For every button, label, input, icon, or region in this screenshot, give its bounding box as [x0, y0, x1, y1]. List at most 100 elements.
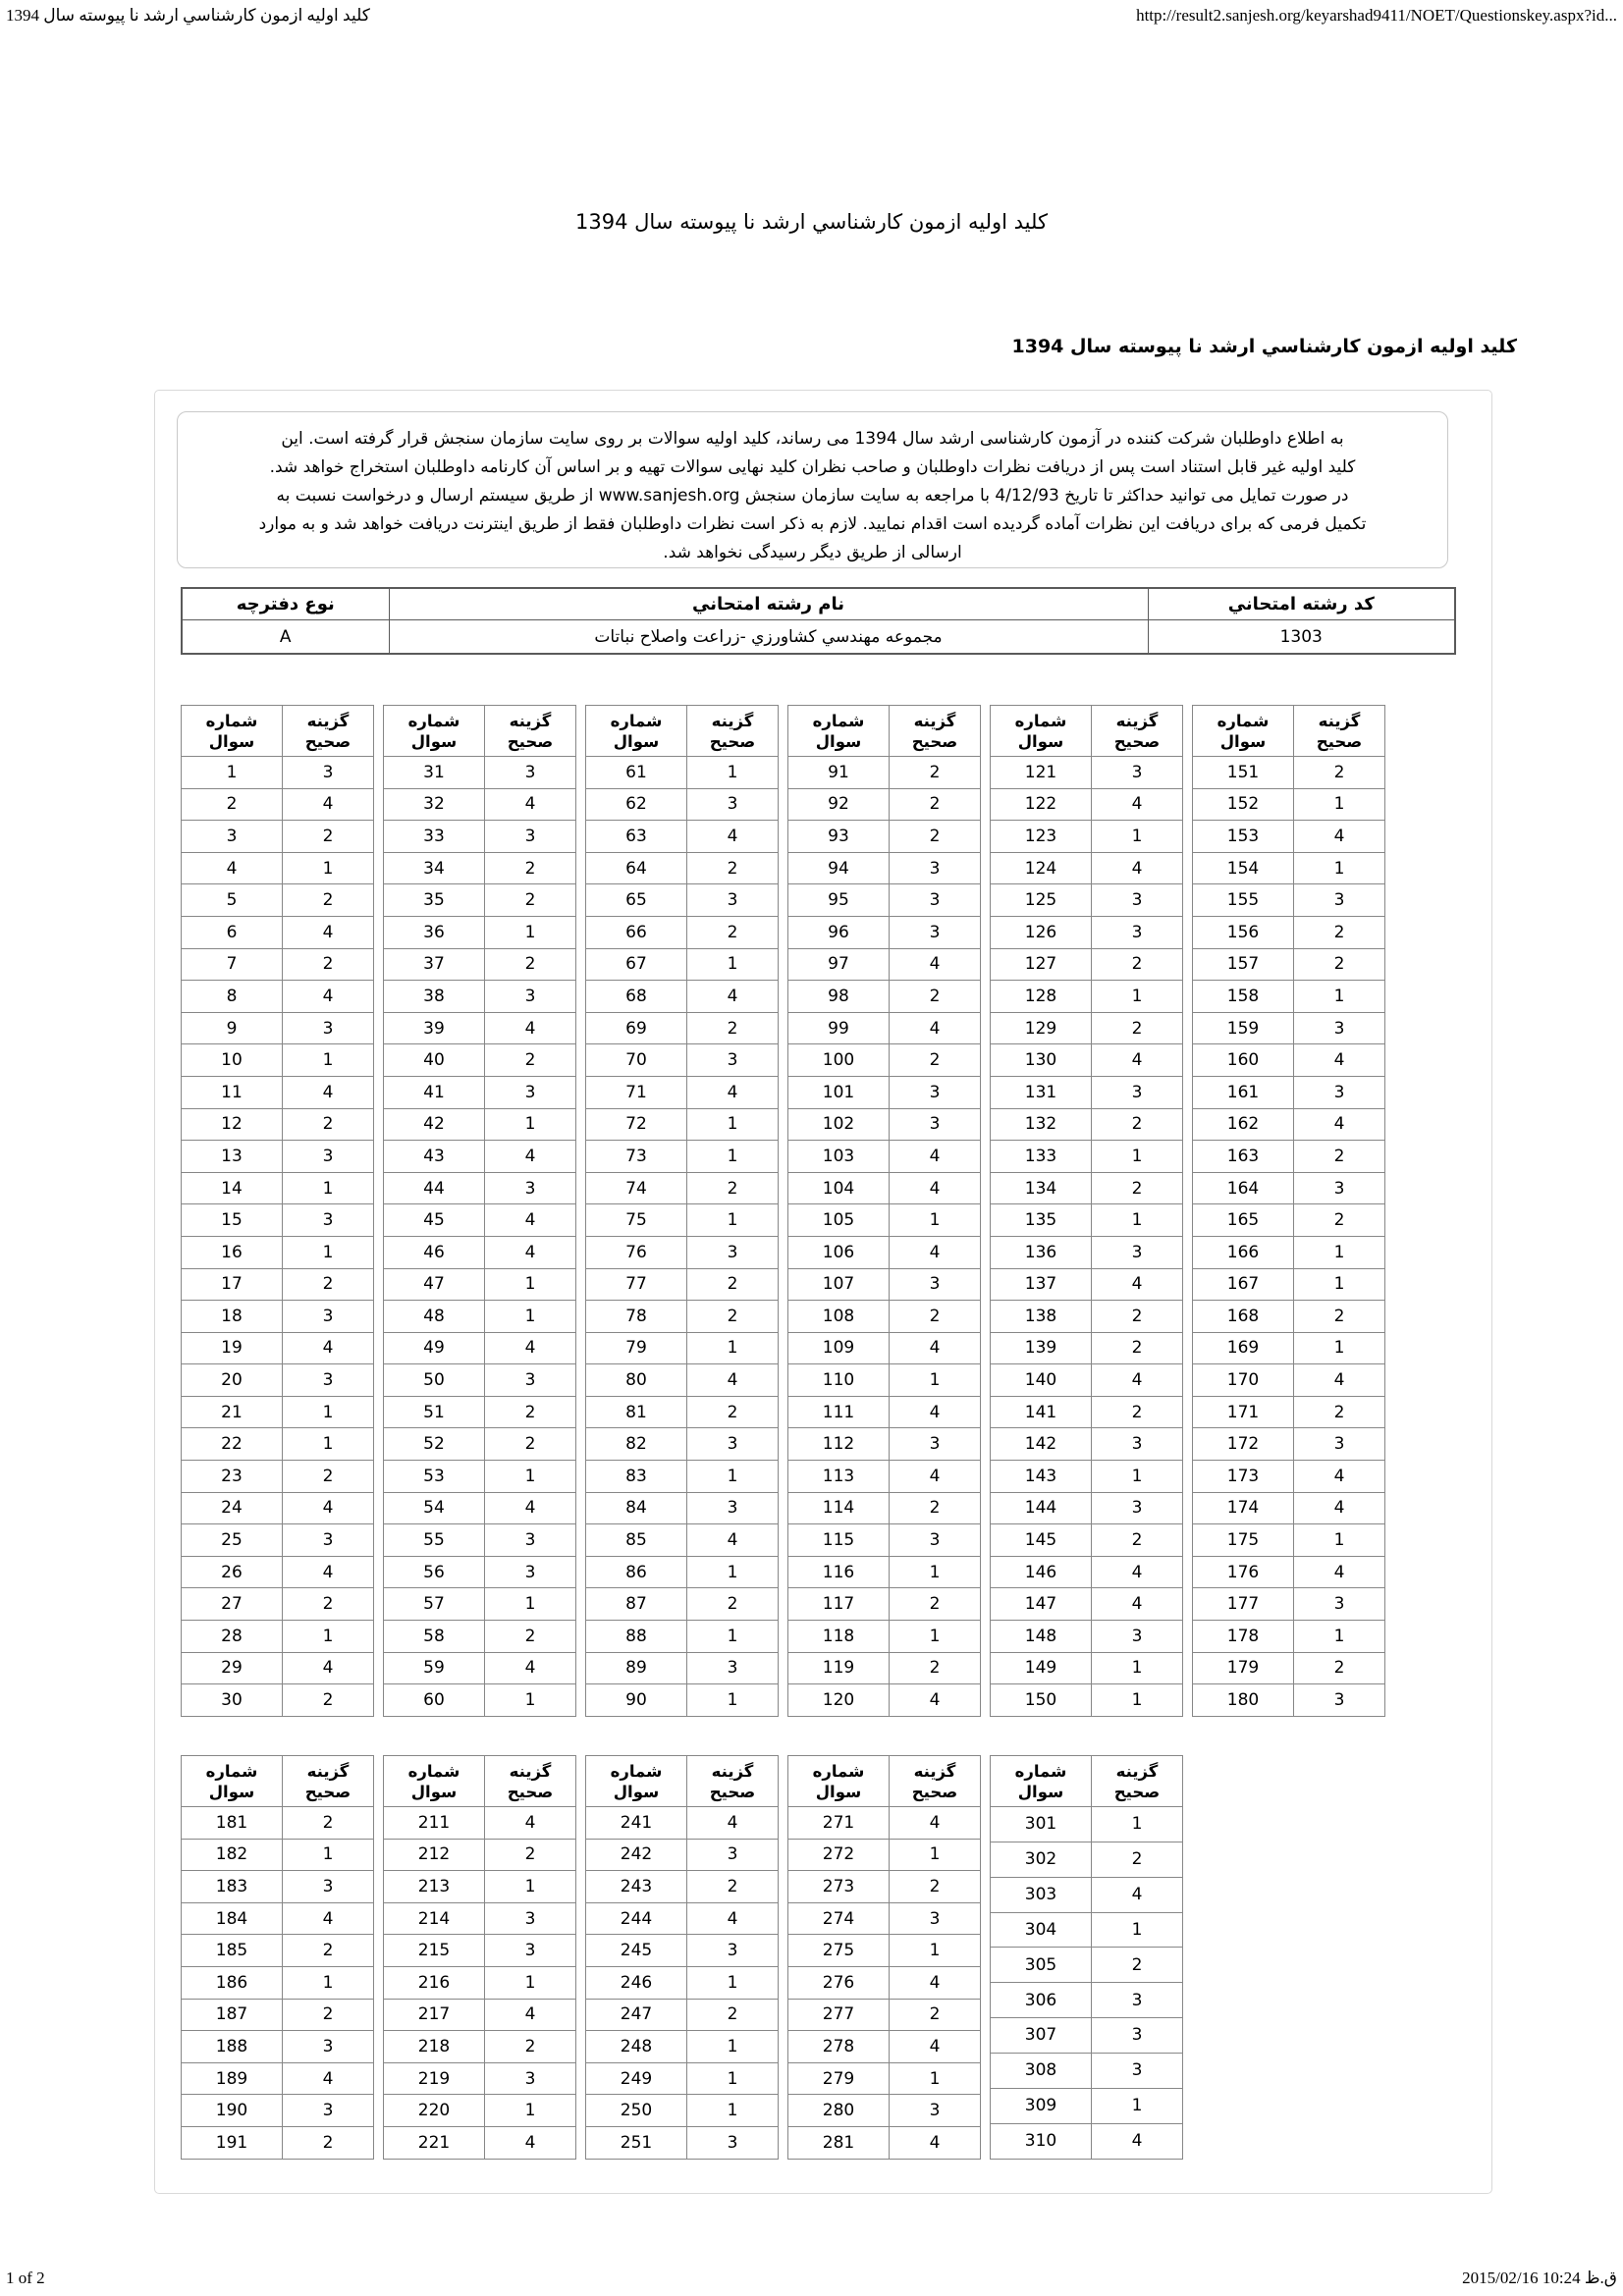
- question-number-cell: 152: [1192, 787, 1294, 822]
- correct-option-cell: 4: [889, 1140, 981, 1173]
- table-row: 161 3: [1192, 1075, 1385, 1109]
- question-number-cell: 28: [181, 1620, 283, 1653]
- question-number-header: شماره سوال: [1192, 705, 1294, 757]
- question-number-cell: 35: [383, 883, 485, 917]
- answer-table: شماره سوال گزینه صحیح 91 2 92 2 93 2 94 3 95 3 96 3 97…: [787, 705, 981, 1717]
- table-row: 127 2: [990, 947, 1183, 982]
- question-number-cell: 272: [787, 1838, 890, 1872]
- correct-option-cell: 1: [484, 1300, 576, 1333]
- table-row: 50 3: [383, 1363, 576, 1397]
- correct-option-cell: 2: [889, 1300, 981, 1333]
- question-number-cell: 132: [990, 1107, 1092, 1142]
- correct-option-cell: 2: [282, 2125, 374, 2160]
- table-row: 169 1: [1192, 1331, 1385, 1365]
- correct-option-cell: 2: [484, 1043, 576, 1077]
- correct-option-cell: 1: [282, 1043, 374, 1077]
- table-row: 137 4: [990, 1267, 1183, 1302]
- correct-option-cell: 1: [484, 2094, 576, 2127]
- table-row: 168 2: [1192, 1300, 1385, 1333]
- table-row: 69 2: [585, 1011, 779, 1045]
- correct-option-cell: 4: [889, 1011, 981, 1045]
- table-row: 160 4: [1192, 1043, 1385, 1077]
- correct-option-cell: 4: [1091, 851, 1183, 885]
- correct-option-cell: 3: [686, 1235, 779, 1269]
- table-row: 241 4: [585, 1806, 779, 1840]
- exam-info-header-row: کد رشته امتحاني نام رشته امتحاني نوع دفت…: [181, 587, 1456, 620]
- correct-option-cell: 1: [1091, 1460, 1183, 1493]
- correct-option-cell: 3: [889, 883, 981, 917]
- correct-option-cell: 4: [889, 1395, 981, 1429]
- question-number-cell: 279: [787, 2061, 890, 2096]
- question-number-cell: 55: [383, 1523, 485, 1557]
- correct-option-cell: 1: [686, 1620, 779, 1653]
- table-row: 116 1: [787, 1555, 981, 1589]
- question-number-cell: 153: [1192, 820, 1294, 853]
- correct-option-cell: 4: [1293, 1043, 1385, 1077]
- correct-option-cell: 3: [1091, 915, 1183, 949]
- table-row: 309 1: [990, 2087, 1183, 2124]
- table-row: 99 4: [787, 1011, 981, 1045]
- correct-option-cell: 4: [1293, 1363, 1385, 1397]
- correct-option-cell: 4: [1293, 1107, 1385, 1142]
- table-row: 183 3: [181, 1870, 374, 1903]
- answer-table: شماره سوال گزینه صحیح 241 4 242 3 243 2 244 4 245 3…: [585, 1755, 779, 2160]
- question-number-cell: 69: [585, 1011, 687, 1045]
- question-number-cell: 114: [787, 1491, 890, 1525]
- table-row: 176 4: [1192, 1555, 1385, 1589]
- correct-option-cell: 2: [889, 787, 981, 822]
- table-row: 279 1: [787, 2061, 981, 2096]
- correct-option-cell: 2: [1293, 915, 1385, 949]
- table-row: 246 1: [585, 1965, 779, 2000]
- table-row: 187 2: [181, 1998, 374, 2032]
- table-row: 217 4: [383, 1998, 576, 2032]
- question-number-cell: 2: [181, 787, 283, 822]
- question-number-cell: 216: [383, 1965, 485, 2000]
- question-number-cell: 176: [1192, 1555, 1294, 1589]
- table-row: 96 3: [787, 915, 981, 949]
- table-row: 56 3: [383, 1555, 576, 1589]
- table-row: 123 1: [990, 820, 1183, 853]
- table-row: 155 3: [1192, 883, 1385, 917]
- question-number-cell: 113: [787, 1460, 890, 1493]
- table-row: 106 4: [787, 1235, 981, 1269]
- correct-option-cell: 4: [1091, 1876, 1183, 1913]
- question-number-cell: 57: [383, 1587, 485, 1622]
- table-row: 113 4: [787, 1460, 981, 1493]
- table-row: 150 1: [990, 1683, 1183, 1717]
- correct-option-cell: 1: [1293, 1235, 1385, 1269]
- correct-option-cell: 4: [889, 2030, 981, 2063]
- correct-option-cell: 2: [686, 1587, 779, 1622]
- question-number-cell: 76: [585, 1235, 687, 1269]
- question-number-cell: 36: [383, 915, 485, 949]
- table-row: 71 4: [585, 1075, 779, 1109]
- question-number-cell: 145: [990, 1523, 1092, 1557]
- table-row: 36 1: [383, 915, 576, 949]
- question-number-cell: 39: [383, 1011, 485, 1045]
- notice-line: کلید اولیه غیر قابل استناد است پس از دری…: [269, 457, 1356, 477]
- answer-table-header-row: شماره سوال گزینه صحیح: [585, 1755, 779, 1807]
- print-header: کلید اولیه ازمون کارشناسي ارشد نا پیوسته…: [6, 6, 1617, 26]
- correct-option-cell: 4: [484, 1651, 576, 1685]
- question-number-cell: 134: [990, 1171, 1092, 1205]
- answer-table: شماره سوال گزینه صحیح 121 3 122 4 123 1 124 4 125 3…: [990, 705, 1183, 1717]
- correct-option-cell: 4: [889, 1806, 981, 1840]
- question-number-cell: 93: [787, 820, 890, 853]
- table-row: 98 2: [787, 980, 981, 1013]
- table-row: 108 2: [787, 1300, 981, 1333]
- table-row: 140 4: [990, 1363, 1183, 1397]
- correct-option-cell: 4: [1091, 1043, 1183, 1077]
- question-number-cell: 80: [585, 1363, 687, 1397]
- correct-option-cell: 3: [1091, 1427, 1183, 1462]
- question-number-cell: 81: [585, 1395, 687, 1429]
- question-number-cell: 74: [585, 1171, 687, 1205]
- question-number-cell: 62: [585, 787, 687, 822]
- question-number-cell: 138: [990, 1300, 1092, 1333]
- correct-option-cell: 2: [686, 1171, 779, 1205]
- table-row: 170 4: [1192, 1363, 1385, 1397]
- correct-option-cell: 3: [1091, 1620, 1183, 1653]
- correct-option-cell: 1: [1091, 1651, 1183, 1685]
- answer-table-header-row: شماره سوال گزینه صحیح: [181, 1755, 374, 1807]
- question-number-cell: 172: [1192, 1427, 1294, 1462]
